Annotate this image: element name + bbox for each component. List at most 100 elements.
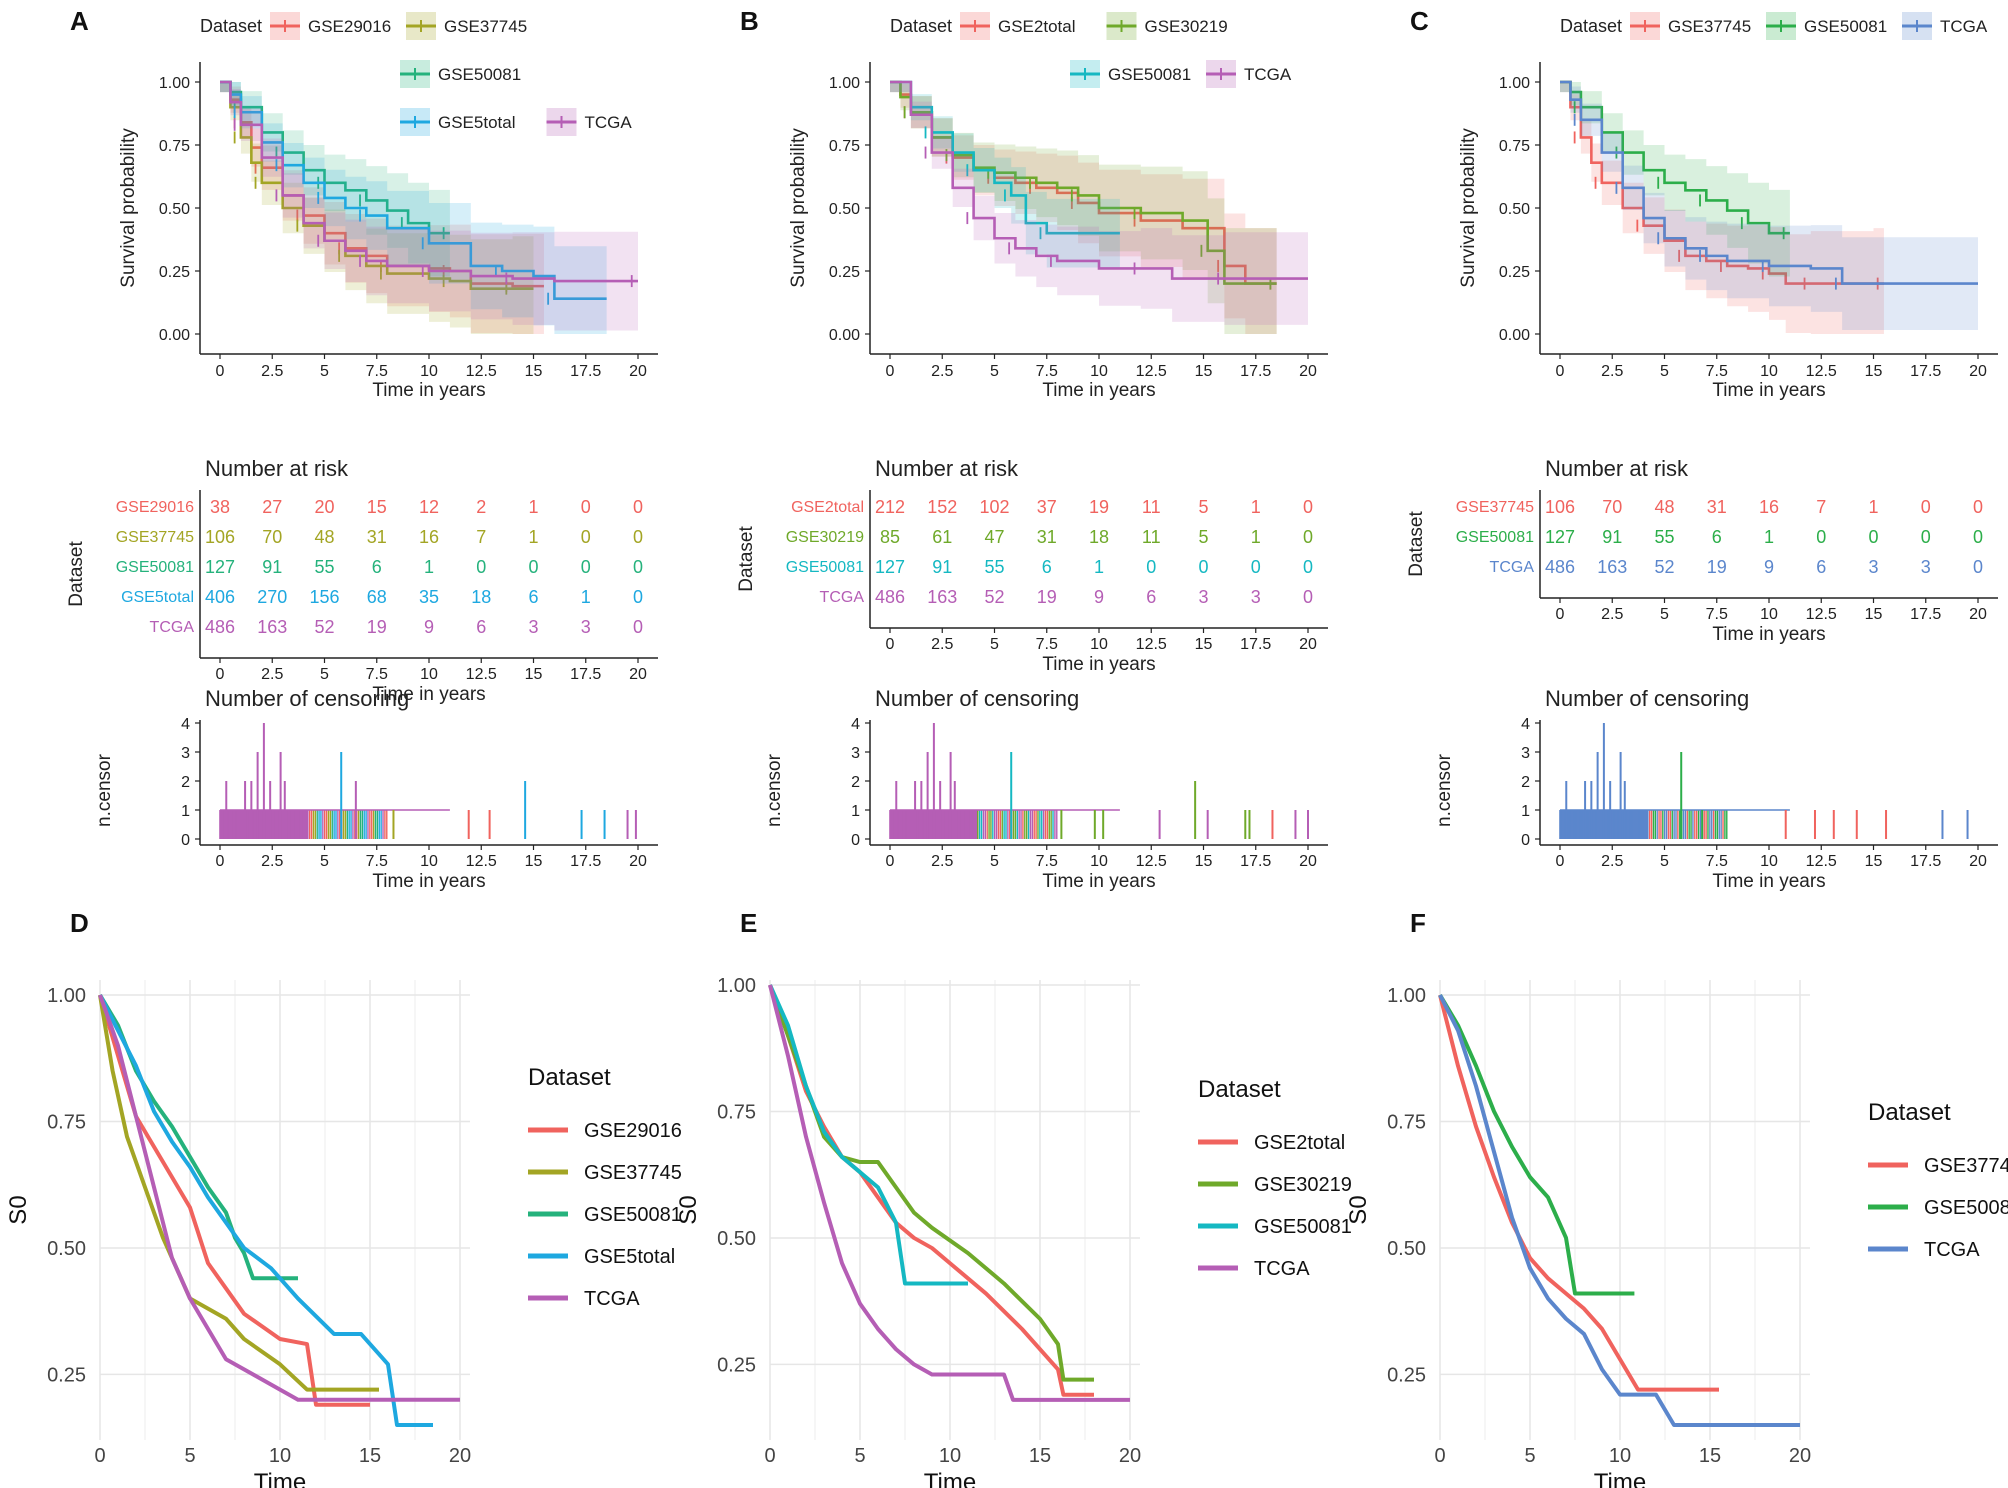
cox-curve — [98, 994, 433, 1427]
censor-x-tick-label: 15 — [1865, 853, 1883, 870]
km-x-tick-label: 5 — [1660, 363, 1669, 380]
km-y-tick-label: 0.25 — [159, 264, 190, 281]
risk-x-tick-label: 5 — [1660, 606, 1669, 623]
risk-x-tick-label: 2.5 — [261, 666, 283, 683]
cox-legend-label: GSE5total — [584, 1246, 675, 1268]
risk-value: 486 — [875, 587, 905, 607]
risk-value: 16 — [1759, 497, 1779, 517]
risk-value: 55 — [984, 557, 1004, 577]
risk-value: 6 — [1816, 557, 1826, 577]
risk-value: 6 — [476, 617, 486, 637]
risk-x-tick-label: 2.5 — [1601, 606, 1623, 623]
risk-x-tick-label: 15 — [1195, 636, 1213, 653]
risk-value: 11 — [1142, 527, 1161, 547]
censor-y-tick-label: 4 — [181, 716, 190, 733]
panel-label-d: D — [70, 908, 89, 938]
risk-value: 15 — [367, 497, 387, 517]
risk-value: 1 — [424, 557, 434, 577]
risk-x-tick-label: 12.5 — [1806, 606, 1837, 623]
risk-value: 6 — [372, 557, 382, 577]
risk-value: 16 — [419, 527, 439, 547]
risk-value: 0 — [1921, 527, 1931, 547]
censor-x-tick-label: 17.5 — [1910, 853, 1941, 870]
risk-x-tick-label: 17.5 — [1240, 636, 1271, 653]
censor-x-tick-label: 7.5 — [366, 853, 388, 870]
cox-legend-label: GSE2total — [1254, 1132, 1345, 1154]
km-y-tick-label: 1.00 — [1499, 75, 1530, 92]
risk-value: 70 — [1602, 497, 1622, 517]
censor-y-tick-label: 3 — [1521, 745, 1530, 762]
km-y-label: Survival probability — [788, 128, 809, 288]
risk-value: 31 — [1707, 497, 1727, 517]
risk-x-tick-label: 7.5 — [1036, 636, 1058, 653]
km-x-tick-label: 15 — [1865, 363, 1883, 380]
censor-x-tick-label: 0 — [1556, 853, 1565, 870]
risk-value: 0 — [1973, 557, 1983, 577]
risk-x-tick-label: 10 — [420, 666, 438, 683]
risk-row-label: GSE50081 — [786, 559, 864, 576]
legend: Dataset GSE29016 GSE37745 GSE50081 GSE5total… — [200, 12, 632, 136]
km-x-label: Time in years — [372, 380, 485, 401]
km-y-tick-label: 1.00 — [829, 75, 860, 92]
risk-x-tick-label: 20 — [629, 666, 647, 683]
cox-x-label: Time — [254, 1469, 306, 1488]
censor-y-tick-label: 0 — [181, 832, 190, 849]
risk-title: Number at risk — [875, 456, 1019, 481]
censor-y-label: n.censor — [764, 753, 785, 827]
km-y-tick-label: 0.75 — [1499, 138, 1530, 155]
censor-y-tick-label: 4 — [1521, 716, 1530, 733]
risk-value: 6 — [1146, 587, 1156, 607]
km-x-label: Time in years — [1042, 380, 1155, 401]
risk-value: 1 — [1251, 527, 1261, 547]
risk-value: 127 — [205, 557, 235, 577]
risk-value: 9 — [1764, 557, 1774, 577]
cox-x-tick-label: 0 — [1434, 1445, 1445, 1467]
cox-y-tick-label: 0.25 — [47, 1364, 86, 1386]
legend-label: GSE50081 — [1108, 65, 1191, 84]
km-ci-band — [1560, 82, 1884, 334]
censor-x-tick-label: 5 — [320, 853, 329, 870]
risk-row-label: GSE29016 — [116, 499, 194, 516]
cox-y-tick-label: 0.75 — [717, 1101, 756, 1123]
cox-x-tick-label: 10 — [269, 1445, 291, 1467]
km-y-tick-label: 0.25 — [829, 264, 860, 281]
risk-x-tick-label: 0 — [1556, 606, 1565, 623]
censor-x-tick-label: 10 — [1090, 853, 1108, 870]
cox-legend-label: GSE30219 — [1254, 1174, 1352, 1196]
risk-value: 0 — [528, 557, 538, 577]
censor-y-tick-label: 1 — [851, 803, 860, 820]
censor-y-tick-label: 3 — [181, 745, 190, 762]
risk-value: 3 — [1868, 557, 1878, 577]
risk-x-tick-label: 5 — [990, 636, 999, 653]
censor-x-tick-label: 2.5 — [931, 853, 953, 870]
km-x-tick-label: 12.5 — [1136, 363, 1167, 380]
km-x-tick-label: 15 — [525, 363, 543, 380]
risk-value: 0 — [1146, 557, 1156, 577]
km-x-tick-label: 17.5 — [1910, 363, 1941, 380]
panel-a: A Dataset GSE29016 GSE37745 GSE50081 GSE5tota… — [66, 6, 658, 892]
km-curve — [220, 80, 638, 283]
risk-value: 18 — [1089, 527, 1109, 547]
cox-curve — [98, 994, 379, 1392]
risk-value: 7 — [476, 527, 486, 547]
km-y-tick-label: 0.25 — [1499, 264, 1530, 281]
risk-row-label: TCGA — [820, 589, 865, 606]
risk-x-tick-label: 10 — [1760, 606, 1778, 623]
risk-x-tick-label: 5 — [320, 666, 329, 683]
cox-x-tick-label: 0 — [94, 1445, 105, 1467]
legend-label: TCGA — [585, 113, 633, 132]
legend-label: GSE37745 — [444, 17, 527, 36]
legend-label: GSE50081 — [438, 65, 521, 84]
censor-x-tick-label: 0 — [216, 853, 225, 870]
censor-x-tick-label: 10 — [420, 853, 438, 870]
km-x-tick-label: 20 — [1299, 363, 1317, 380]
km-x-tick-label: 0 — [216, 363, 225, 380]
censor-x-tick-label: 0 — [886, 853, 895, 870]
risk-value: 1 — [1764, 527, 1774, 547]
risk-x-label: Time in years — [1712, 624, 1825, 645]
km-curve — [890, 80, 1120, 235]
risk-value: 52 — [314, 617, 334, 637]
